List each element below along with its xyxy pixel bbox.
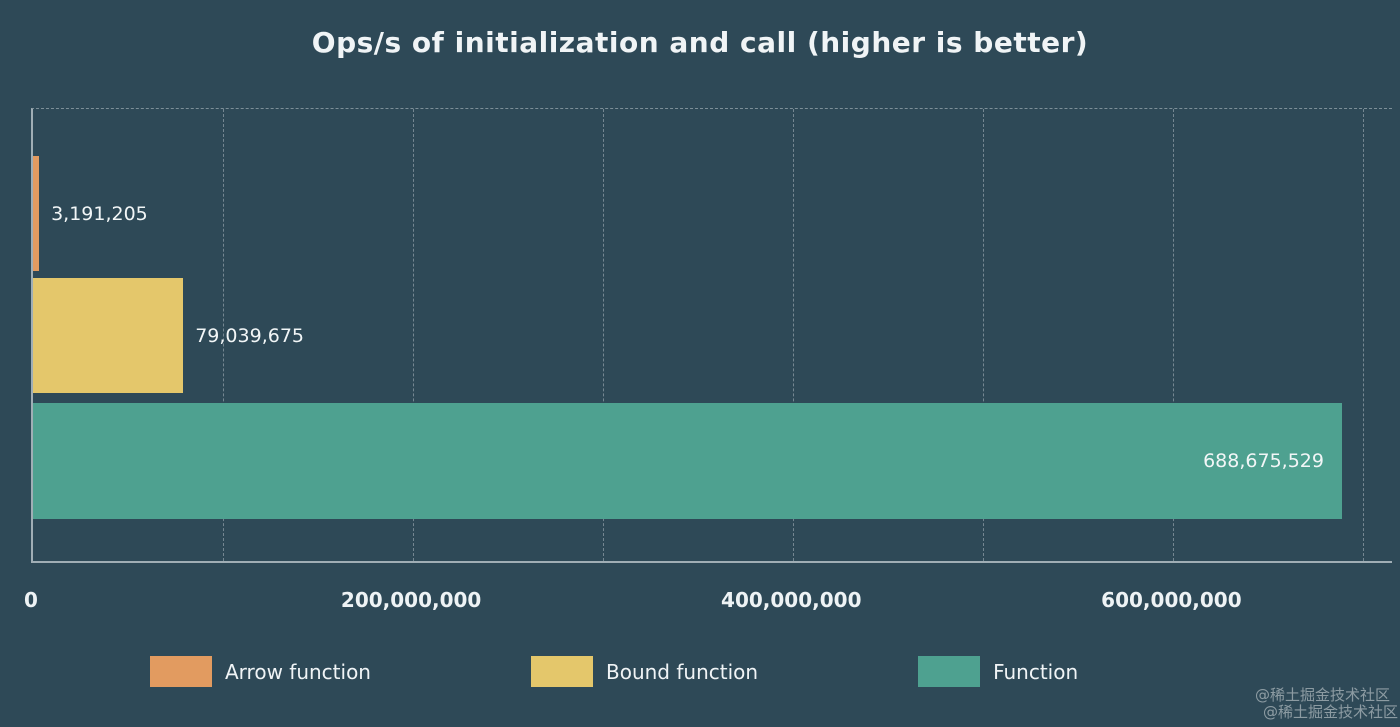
gridline — [1363, 109, 1365, 561]
legend-item-bound-function: Bound function — [531, 656, 758, 687]
gridline — [223, 109, 225, 561]
gridline — [413, 109, 415, 561]
gridline — [603, 109, 605, 561]
x-axis: 0 200,000,000 400,000,000 600,000,000 — [24, 562, 1390, 622]
legend-item-function: Function — [918, 656, 1078, 687]
bar-row-arrow-function: 3,191,205 — [33, 156, 1392, 271]
bar-value-label-bound-function: 79,039,675 — [195, 324, 305, 347]
bar-arrow-function — [33, 156, 40, 271]
legend-swatch-arrow-function — [150, 656, 212, 687]
bar-function — [33, 403, 1342, 519]
legend-item-arrow-function: Arrow function — [150, 656, 371, 687]
bar-row-bound-function: 79,039,675 — [33, 278, 1392, 393]
bar-row-function: 688,675,529 — [33, 403, 1392, 519]
x-axis-tick-label: 200,000,000 — [340, 588, 482, 612]
legend-swatch-bound-function — [531, 656, 593, 687]
bar-value-label-function: 688,675,529 — [1203, 450, 1324, 472]
watermark-line: @稀土掘金技术社区 — [1262, 703, 1398, 721]
x-axis-tick-label: 400,000,000 — [721, 588, 862, 612]
gridline — [983, 109, 985, 561]
watermark: @稀土掘金技术社区 @稀土掘金技术社区 — [1000, 683, 1400, 727]
legend: Arrow function Bound function Function — [150, 656, 1078, 687]
legend-label-function: Function — [993, 659, 1079, 684]
x-axis-tick-label: 600,000,000 — [1101, 588, 1242, 612]
plot-area: 3,191,205 79,039,675 688,675,529 — [31, 108, 1392, 563]
watermark-line: @稀土掘金技术社区 — [1254, 686, 1390, 704]
gridline — [1173, 109, 1175, 561]
bar-value-label-arrow-function: 3,191,205 — [51, 202, 148, 225]
legend-label-arrow-function: Arrow function — [225, 659, 371, 684]
bar-bound-function — [33, 278, 184, 393]
x-axis-tick-label: 0 — [24, 588, 38, 612]
gridline — [793, 109, 795, 561]
chart-title: Ops/s of initialization and call (higher… — [311, 26, 1089, 59]
legend-label-bound-function: Bound function — [606, 659, 759, 684]
legend-swatch-function — [918, 656, 981, 687]
